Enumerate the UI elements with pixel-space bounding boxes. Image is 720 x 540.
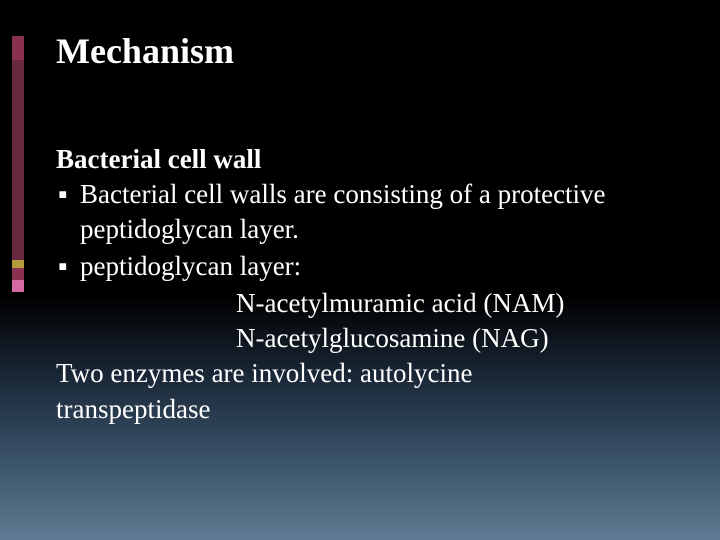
accent-segment <box>12 260 24 268</box>
closing-line: Two enzymes are involved: autolycine <box>56 356 664 391</box>
accent-segment <box>12 268 24 280</box>
slide: Mechanism Bacterial cell wall ▪ Bacteria… <box>0 0 720 540</box>
bullet-marker-icon: ▪ <box>56 249 80 284</box>
accent-segment <box>12 60 24 260</box>
slide-title: Mechanism <box>56 30 664 72</box>
bullet-text: peptidoglycan layer: <box>80 249 664 284</box>
indented-line: N-acetylmuramic acid (NAM) <box>56 286 664 321</box>
slide-content: Bacterial cell wall ▪ Bacterial cell wal… <box>56 144 664 427</box>
bullet-marker-icon: ▪ <box>56 177 80 212</box>
bullet-text: Bacterial cell walls are consisting of a… <box>80 177 664 247</box>
accent-segment <box>12 36 24 60</box>
bullet-item: ▪ peptidoglycan layer: <box>56 249 664 284</box>
indented-line: N-acetylglucosamine (NAG) <box>56 321 664 356</box>
closing-line: transpeptidase <box>56 392 664 427</box>
content-subtitle: Bacterial cell wall <box>56 144 664 175</box>
bullet-item: ▪ Bacterial cell walls are consisting of… <box>56 177 664 247</box>
accent-segment <box>12 280 24 292</box>
accent-bar <box>12 36 24 292</box>
